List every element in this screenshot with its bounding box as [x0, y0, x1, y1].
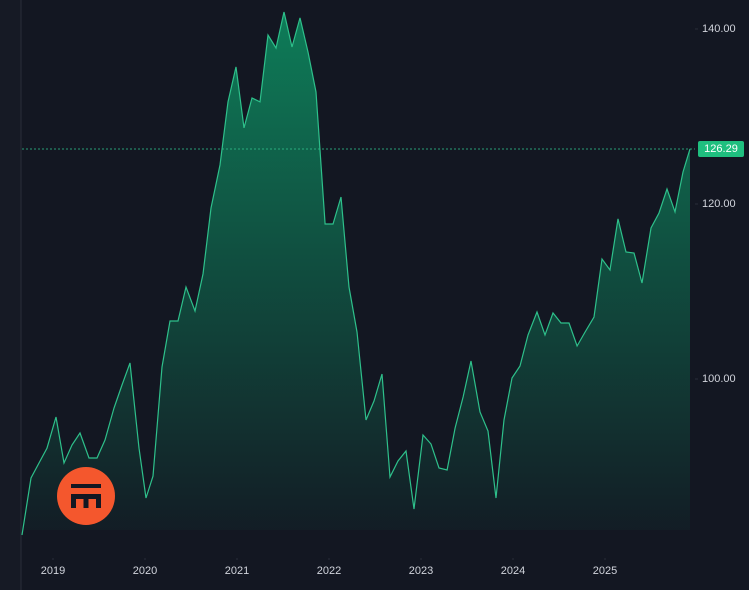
area-fill: [22, 12, 690, 535]
x-tick-label: 2022: [317, 565, 341, 577]
y-tick-label: 140.00: [702, 23, 736, 35]
last-price-label: 126.29: [704, 143, 738, 155]
last-price-badge: [698, 140, 744, 157]
x-tick-label: 2021: [225, 565, 249, 577]
y-tick-label: 120.00: [702, 198, 736, 210]
plot: 100.00 120.00 140.00 2019 2020 2021 2022 2023 20…: [21, 11, 744, 577]
y-tick-label: 100.00: [702, 373, 736, 385]
x-tick-label: 2023: [409, 565, 433, 577]
x-tick-label: 2020: [133, 565, 157, 577]
left-strip: [0, 0, 21, 590]
x-tick-label: 2019: [41, 565, 65, 577]
x-tick-label: 2025: [593, 565, 617, 577]
logo-glyph: [71, 494, 101, 508]
price-line: [21, 11, 691, 536]
logo: [57, 467, 115, 525]
x-tick-label: 2024: [501, 565, 525, 577]
logo-bar: [71, 484, 101, 488]
